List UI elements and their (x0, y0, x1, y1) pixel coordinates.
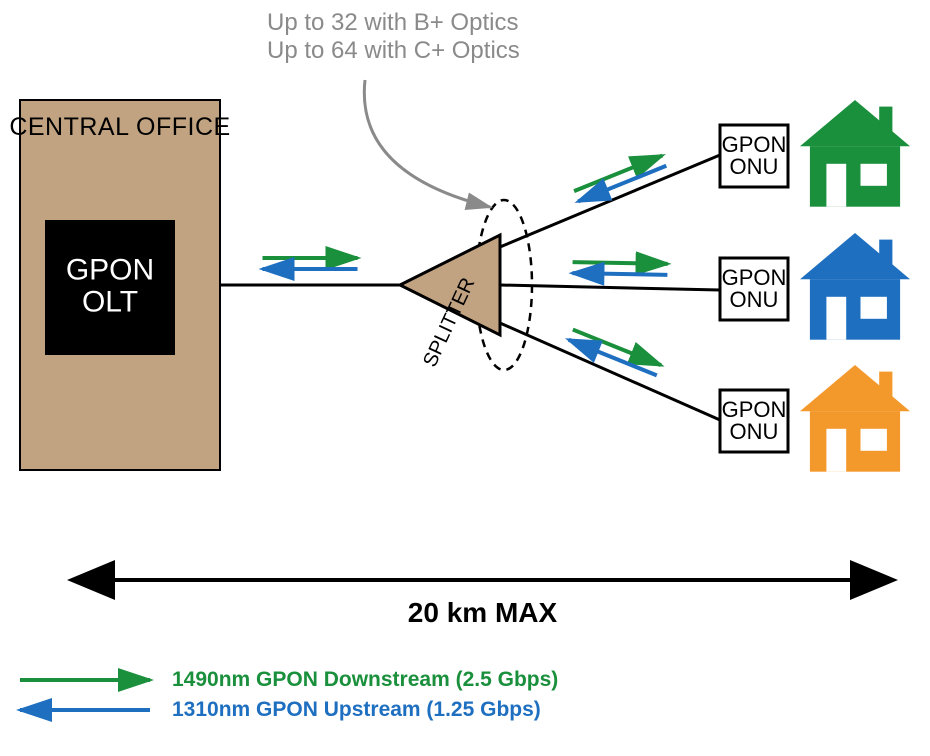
gpon-diagram: CENTRAL OFFICEGPONOLTSPLITTERGPONONUGPON… (0, 0, 930, 756)
olt-text-1: GPON (66, 254, 154, 287)
branch-fiber-2 (500, 323, 720, 420)
house-icon (800, 233, 910, 340)
bidir-arrows (569, 330, 661, 376)
onu-text2-2: ONU (730, 419, 779, 444)
bidir-arrows (572, 262, 667, 275)
house-icon (800, 365, 910, 472)
legend-upstream-label: 1310nm GPON Upstream (1.25 Gbps) (172, 698, 541, 721)
split-note-1: Up to 32 with B+ Optics (267, 9, 518, 36)
branch-fiber-0 (500, 155, 720, 247)
distance-label: 20 km MAX (408, 597, 558, 628)
split-note-2: Up to 64 with C+ Optics (267, 37, 520, 64)
note-arrow (364, 80, 490, 207)
bidir-arrows (574, 156, 666, 202)
downstream-arrow (573, 262, 668, 264)
onu-text2-0: ONU (730, 154, 779, 179)
legend-downstream-label: 1490nm GPON Downstream (2.5 Gbps) (172, 668, 558, 691)
onu-text2-1: ONU (730, 287, 779, 312)
olt-text-2: OLT (82, 286, 138, 319)
house-icon (800, 100, 910, 207)
upstream-arrow (572, 273, 667, 275)
central-office-label: CENTRAL OFFICE (9, 113, 230, 141)
bidir-arrows (263, 258, 358, 269)
